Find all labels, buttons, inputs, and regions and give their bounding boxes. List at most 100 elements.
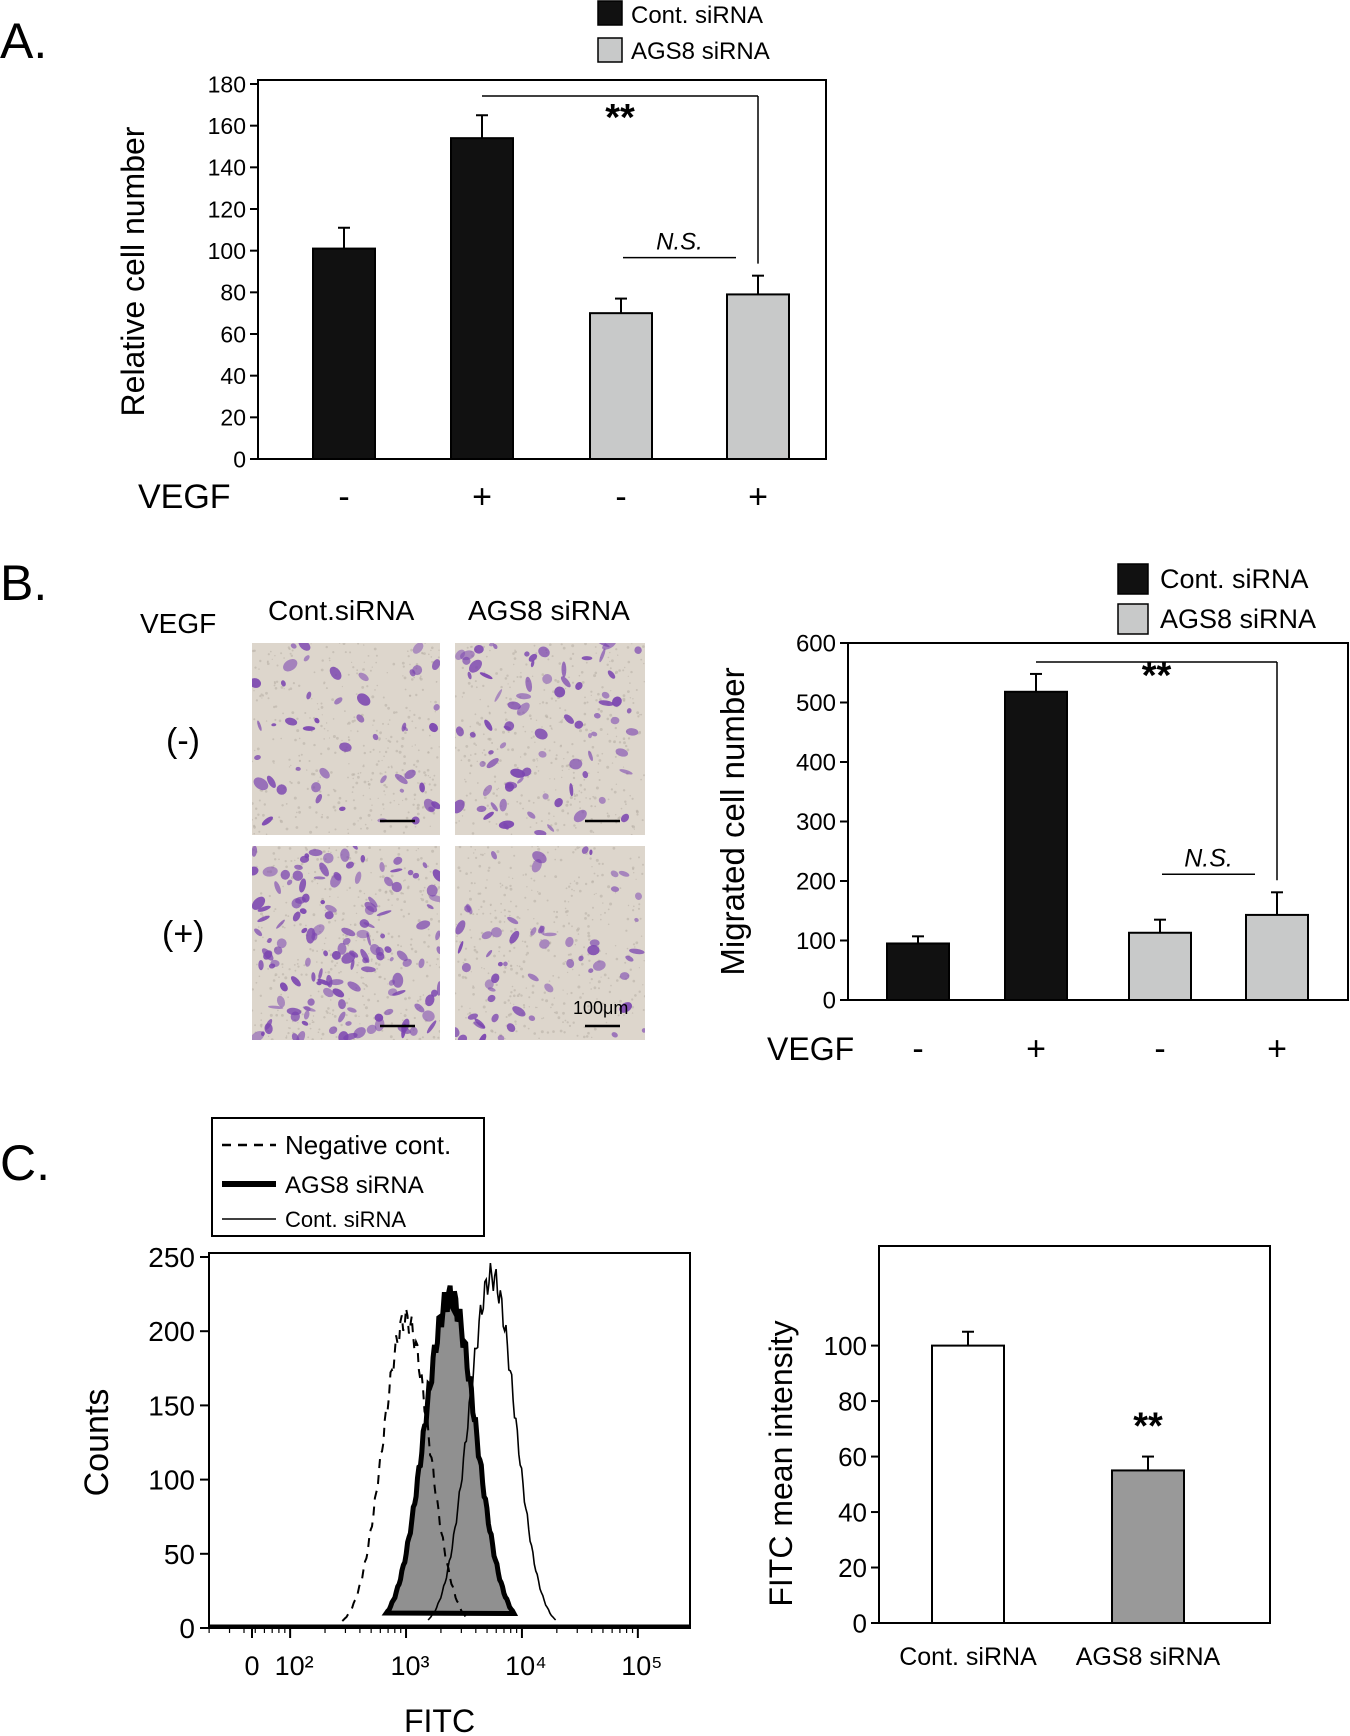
stained-cell xyxy=(412,872,420,879)
background-speckle xyxy=(427,718,430,721)
background-speckle xyxy=(296,811,298,814)
background-speckle xyxy=(511,985,514,988)
significance-label: ** xyxy=(605,97,635,139)
background-speckle xyxy=(541,726,543,728)
stained-cell xyxy=(524,651,530,657)
background-speckle xyxy=(300,862,304,866)
background-speckle xyxy=(416,806,420,810)
background-speckle xyxy=(362,995,364,998)
background-speckle xyxy=(397,944,400,947)
background-speckle xyxy=(598,759,602,762)
stained-cell xyxy=(566,959,575,968)
background-speckle xyxy=(329,953,333,956)
background-speckle xyxy=(421,898,425,902)
background-speckle xyxy=(324,888,327,891)
background-speckle xyxy=(303,964,306,967)
background-speckle xyxy=(614,945,617,947)
background-speckle xyxy=(627,660,631,664)
background-speckle xyxy=(438,1030,440,1033)
background-speckle xyxy=(598,862,601,865)
background-speckle xyxy=(457,886,460,889)
y-tick-label: 0 xyxy=(853,1608,867,1638)
background-speckle xyxy=(327,850,330,853)
stained-cell xyxy=(618,870,630,877)
background-speckle xyxy=(390,952,394,955)
stained-cell xyxy=(303,655,310,662)
background-speckle xyxy=(297,857,299,859)
stained-cell xyxy=(299,878,307,893)
background-speckle xyxy=(304,712,307,714)
background-speckle xyxy=(420,857,423,860)
background-speckle xyxy=(292,682,295,685)
background-speckle xyxy=(566,800,570,804)
background-speckle xyxy=(516,915,519,919)
background-speckle xyxy=(438,649,440,651)
stained-cell xyxy=(582,771,589,779)
background-speckle xyxy=(473,742,476,745)
background-speckle xyxy=(551,728,553,730)
background-speckle xyxy=(529,864,533,868)
background-speckle xyxy=(421,1036,424,1039)
background-speckle xyxy=(415,765,418,768)
background-speckle xyxy=(505,812,509,816)
background-speckle xyxy=(489,807,491,809)
background-speckle xyxy=(422,816,426,819)
background-speckle xyxy=(332,651,335,654)
background-speckle xyxy=(427,865,430,868)
background-speckle xyxy=(334,912,338,915)
stained-cell xyxy=(345,1021,352,1026)
background-speckle xyxy=(268,1035,270,1037)
background-speckle xyxy=(561,769,564,772)
background-speckle xyxy=(352,786,355,789)
background-speckle xyxy=(370,778,373,781)
background-speckle xyxy=(378,739,381,741)
background-speckle xyxy=(509,964,512,967)
stained-cell xyxy=(291,898,302,909)
y-tick-label: 140 xyxy=(208,155,246,181)
micrograph-col-label-ags8: AGS8 siRNA xyxy=(468,595,630,626)
background-speckle xyxy=(607,885,611,889)
background-speckle xyxy=(324,971,327,974)
stained-cell xyxy=(268,963,276,969)
background-speckle xyxy=(404,688,407,691)
background-speckle xyxy=(535,719,538,721)
background-speckle xyxy=(610,690,612,692)
background-speckle xyxy=(437,1036,440,1039)
background-speckle xyxy=(423,886,426,889)
background-speckle xyxy=(358,1015,360,1018)
background-speckle xyxy=(587,925,590,928)
stained-cell xyxy=(486,758,499,769)
stained-cell xyxy=(265,1018,273,1030)
stained-cell xyxy=(303,1010,310,1020)
background-speckle xyxy=(269,1013,273,1017)
background-speckle xyxy=(358,962,360,964)
background-speckle xyxy=(371,771,375,775)
background-speckle xyxy=(360,904,363,907)
background-speckle xyxy=(327,793,330,797)
background-speckle xyxy=(411,678,414,681)
background-speckle xyxy=(629,697,632,699)
background-speckle xyxy=(410,648,413,652)
background-speckle xyxy=(601,752,604,755)
stained-cell xyxy=(530,660,535,668)
background-speckle xyxy=(438,966,440,969)
stained-cell xyxy=(276,938,287,949)
background-speckle xyxy=(390,874,394,878)
background-speckle xyxy=(417,749,420,752)
stained-cell xyxy=(607,670,616,679)
legend-a-control-swatch xyxy=(597,0,623,26)
background-speckle xyxy=(615,735,618,738)
background-speckle xyxy=(515,905,518,908)
background-speckle xyxy=(553,741,556,744)
background-speckle xyxy=(511,877,514,880)
background-speckle xyxy=(538,892,541,895)
background-speckle xyxy=(581,681,585,684)
background-speckle xyxy=(411,720,414,723)
background-speckle xyxy=(569,953,572,956)
background-speckle xyxy=(267,653,270,656)
stained-cell xyxy=(619,1002,632,1013)
stained-cell xyxy=(396,950,408,962)
background-speckle xyxy=(455,923,458,925)
legend-b-control-swatch xyxy=(1117,563,1149,595)
stained-cell xyxy=(592,960,606,971)
